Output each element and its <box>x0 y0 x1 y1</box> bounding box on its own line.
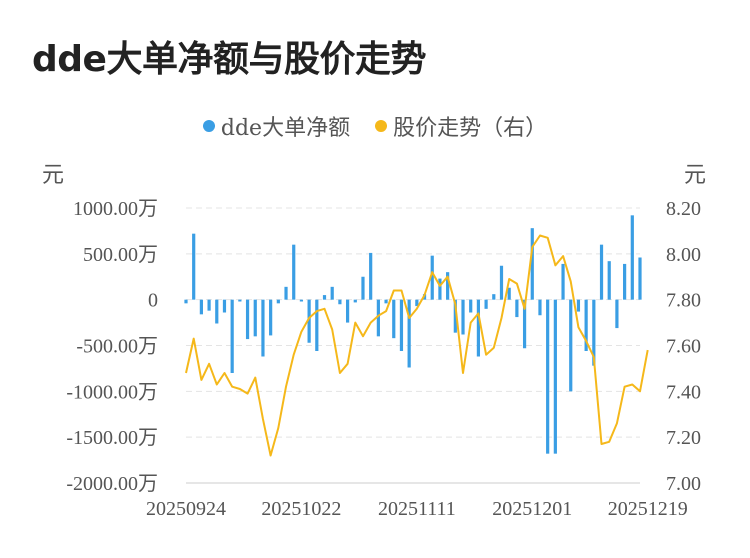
dde-bar <box>222 299 227 313</box>
y-right-tick-label: 7.20 <box>666 427 701 449</box>
y-left-tick-label: -500.00万 <box>76 336 158 358</box>
dde-bar <box>407 299 411 368</box>
dde-bar <box>307 299 311 343</box>
dde-bar <box>630 215 634 300</box>
dde-bar <box>215 299 219 324</box>
dde-bar <box>446 272 450 300</box>
legend-label-price: 股价走势（右） <box>393 116 548 141</box>
y-left-tick-label: -2000.00万 <box>66 473 158 495</box>
dde-bar <box>607 261 611 300</box>
legend-item-price[interactable]: 股价走势（右） <box>375 110 547 142</box>
dde-bar <box>245 299 250 340</box>
dde-bar <box>438 278 442 300</box>
x-tick-label: 20251219 <box>608 498 688 520</box>
legend-label-dde: dde大单净额 <box>220 116 351 141</box>
dde-bar <box>469 299 473 313</box>
dde-bar <box>592 299 596 366</box>
dde-bar <box>515 299 519 318</box>
dde-bar <box>199 299 203 315</box>
dde-bar <box>453 299 457 333</box>
legend-dot-dde <box>202 120 215 132</box>
dde-bar <box>476 299 481 357</box>
y-left-tick-label: 1000.00万 <box>73 198 158 220</box>
dde-bar <box>315 299 319 351</box>
dde-bar <box>569 299 573 392</box>
dde-bar <box>230 299 234 373</box>
dde-bar <box>322 295 327 300</box>
dde-bar <box>415 299 419 307</box>
dde-bar <box>546 299 550 454</box>
y-left-tick-label: 0 <box>148 290 158 312</box>
dde-bar <box>353 299 357 303</box>
dde-bar <box>376 299 380 337</box>
dde-bar <box>292 244 296 300</box>
y-right-tick-label: 7.80 <box>666 290 701 312</box>
dde-bar <box>253 299 257 337</box>
y-right-tick-label: 7.00 <box>666 473 701 495</box>
x-tick-label: 20251022 <box>261 498 341 520</box>
y-right-tick-label: 7.60 <box>666 336 701 358</box>
dde-bar <box>345 299 350 323</box>
dde-bar <box>238 299 242 302</box>
dde-bar <box>276 299 280 304</box>
right-axis-unit: 元 <box>684 163 707 188</box>
legend-item-dde[interactable]: dde大单净额 <box>202 110 351 142</box>
dde-bar <box>638 257 642 300</box>
dde-bar <box>584 299 588 351</box>
price-line <box>185 234 649 457</box>
dde-bar <box>461 299 465 335</box>
x-tick-label: 20251201 <box>492 498 572 520</box>
y-left-tick-label: -1500.00万 <box>66 427 158 449</box>
dde-bar <box>284 286 288 300</box>
y-right-tick-label: 8.20 <box>666 198 701 220</box>
x-tick-label: 20251111 <box>378 498 456 520</box>
dde-bar <box>561 263 565 300</box>
dde-bar <box>576 299 581 312</box>
dde-bar <box>184 299 188 304</box>
dde-bar <box>484 299 488 309</box>
dde-bar <box>507 287 511 300</box>
dde-bar <box>538 299 542 316</box>
y-right-tick-label: 7.40 <box>666 381 701 403</box>
dde-bar <box>299 299 304 302</box>
dde-bar <box>499 265 504 300</box>
y-left-tick-label: -1000.00万 <box>66 381 158 403</box>
dde-bar <box>207 299 211 311</box>
dde-bar <box>530 228 534 300</box>
dde-bar <box>192 233 196 300</box>
dde-bar <box>384 299 388 304</box>
dde-bar <box>399 299 404 351</box>
dde-bar <box>553 299 557 454</box>
dde-bar <box>522 299 527 349</box>
dde-bar <box>623 263 627 300</box>
dde-bar <box>361 276 365 300</box>
dde-bar <box>269 299 273 336</box>
legend: dde大单净额 股价走势（右） <box>0 110 750 142</box>
dde-bar <box>599 244 604 300</box>
dde-bar <box>430 255 434 300</box>
dde-bar <box>615 299 619 329</box>
legend-dot-price <box>375 120 388 132</box>
chart-title: dde大单净额与股价走势 <box>32 39 426 80</box>
y-right-tick-label: 8.00 <box>666 244 701 266</box>
dde-bar <box>338 299 342 305</box>
dde-bar <box>369 252 373 300</box>
dde-bar <box>330 286 334 300</box>
dde-bar <box>392 299 396 339</box>
y-left-tick-label: 500.00万 <box>83 244 158 266</box>
left-axis-unit: 元 <box>42 163 65 188</box>
dde-bar <box>492 294 496 300</box>
x-tick-label: 20250924 <box>146 498 226 520</box>
dde-bar <box>261 299 265 357</box>
